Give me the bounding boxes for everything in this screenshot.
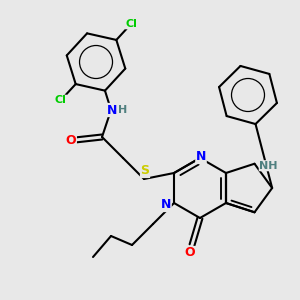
Text: N: N	[196, 151, 206, 164]
Text: S: S	[140, 164, 149, 178]
Text: H: H	[118, 105, 127, 115]
Text: N: N	[107, 103, 117, 116]
Text: N: N	[161, 199, 171, 212]
Text: O: O	[185, 247, 195, 260]
Text: Cl: Cl	[55, 95, 67, 105]
Text: NH: NH	[259, 161, 278, 171]
Text: Cl: Cl	[125, 19, 137, 29]
Text: O: O	[66, 134, 76, 146]
